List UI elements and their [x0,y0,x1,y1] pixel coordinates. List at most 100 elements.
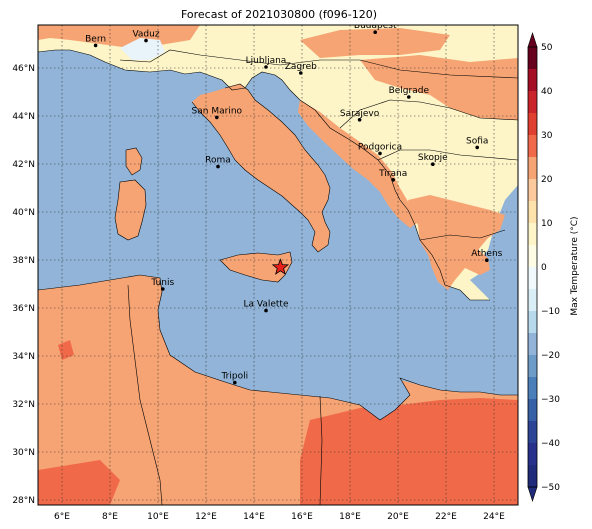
colorbar-segment [528,47,537,70]
city-label: Athens [471,249,502,259]
gridlines [38,25,518,505]
colorbar-tick-label: 50 [541,43,553,53]
figure-title: Forecast of 2021030800 (f096-120) [181,8,377,21]
colorbar-segment [528,333,537,356]
city-label: Belgrade [389,86,430,96]
colorbar-tick-labels: 50 40 30 20 10 0 −10 −20 −30 −40 −50 [541,43,560,493]
corsica-land [126,148,142,175]
lat-tick-label: 42°N [12,160,35,170]
lon-tick-labels: 6°E 8°E 10°E 12°E 14°E 16°E 18°E 20°E 22… [54,512,505,522]
colorbar-segment [528,443,537,466]
alpine-cold-patch [120,38,165,60]
colorbar-segment [528,69,537,92]
colorbar-segment [528,355,537,378]
city-dot [373,30,378,34]
colorbar-segment [528,223,537,246]
lat-tick-labels: 28°N 30°N 32°N 34°N 36°N 38°N 40°N 42°N … [12,64,35,506]
colorbar-tick-label: 0 [541,263,547,273]
lat-tick-label: 46°N [12,64,35,74]
city-label: San Marino [192,106,243,116]
city-label: La Valette [244,300,289,310]
city-label: Tripoli [220,372,248,382]
city-label: Skopje [418,153,448,163]
colorbar-segment [528,267,537,290]
lat-tick-label: 40°N [12,208,35,218]
colorbar-label: Max Temperature (°C) [570,216,580,315]
city-dot [93,43,98,48]
city-dot [215,115,219,120]
colorbar-extend-max [527,32,538,48]
balkan-interior-warm [360,55,518,120]
colorbar-segment [528,91,537,114]
colorbar-segment [528,245,537,268]
city-dot [144,38,148,43]
city-label: Zagreb [285,62,317,72]
lon-tick-label: 16°E [291,512,313,522]
sicily-land [220,252,292,282]
colorbar-segment [528,113,537,136]
border-lines [38,49,518,505]
sardinia-land [115,180,146,240]
colorbar-tick-label: 20 [541,175,553,185]
city-dot [378,151,382,156]
colorbar-tick-label: −20 [541,351,560,361]
map-frame [37,24,519,506]
colorbar-tick-label: −10 [541,307,560,317]
colorbar-segment [528,311,537,334]
colorbar-tick-label: −50 [541,483,560,493]
libya-hot [300,398,518,505]
lon-tick-label: 18°E [339,512,361,522]
city-label: Roma [205,156,231,166]
lat-tick-label: 36°N [12,304,35,314]
city-label: Tunis [150,278,174,288]
lat-tick-label: 32°N [12,400,35,410]
lat-tick-label: 34°N [12,352,35,362]
city-dot [475,145,480,150]
colorbar-extend-min [527,486,538,502]
colorbar-segment [528,465,537,488]
city-label: Budapest [354,21,397,31]
lat-tick-label: 30°N [12,448,35,458]
lon-tick-label: 12°E [195,512,217,522]
city-label: Podgorica [358,142,402,152]
colorbar-segment [528,377,537,400]
city-dot [485,258,489,263]
city-label: Tirana [378,169,407,179]
city-label: Sofia [466,136,488,146]
city-dot [161,287,165,291]
hungary-warm [300,28,450,58]
gulf-of-sidra [250,372,410,420]
lon-tick-label: 6°E [54,512,70,522]
colorbar-segment [528,421,537,444]
lon-tick-label: 8°E [102,512,118,522]
colorbar-segment [528,201,537,224]
colorbar-tick-label: 10 [541,219,553,229]
city-dot [391,178,396,182]
city-dot [264,65,268,69]
city-dot [357,118,362,122]
colorbar [527,32,538,502]
lon-tick-label: 20°E [387,512,409,522]
colorbar-segment [528,157,537,180]
greece-land [408,195,505,290]
colorbar-tick-label: 30 [541,131,553,141]
star-icon [271,258,290,275]
colorbar-segment [528,135,537,158]
city-dot [299,71,303,75]
colorbar-frame [527,46,538,488]
city-dot [216,164,220,169]
lon-tick-label: 10°E [147,512,169,522]
city-label: Bern [85,34,106,44]
colorbar-tick-label: −30 [541,395,560,405]
city-label: Ljubljana [246,56,287,66]
colorbar-tick-label: 40 [541,87,553,97]
lon-tick-label: 14°E [243,512,265,522]
city-dot [264,308,268,313]
city-label: Vaduz [132,30,159,40]
lon-tick-label: 24°E [483,512,505,522]
city-dot [233,380,237,385]
city-label: Sarajevo [340,109,380,119]
